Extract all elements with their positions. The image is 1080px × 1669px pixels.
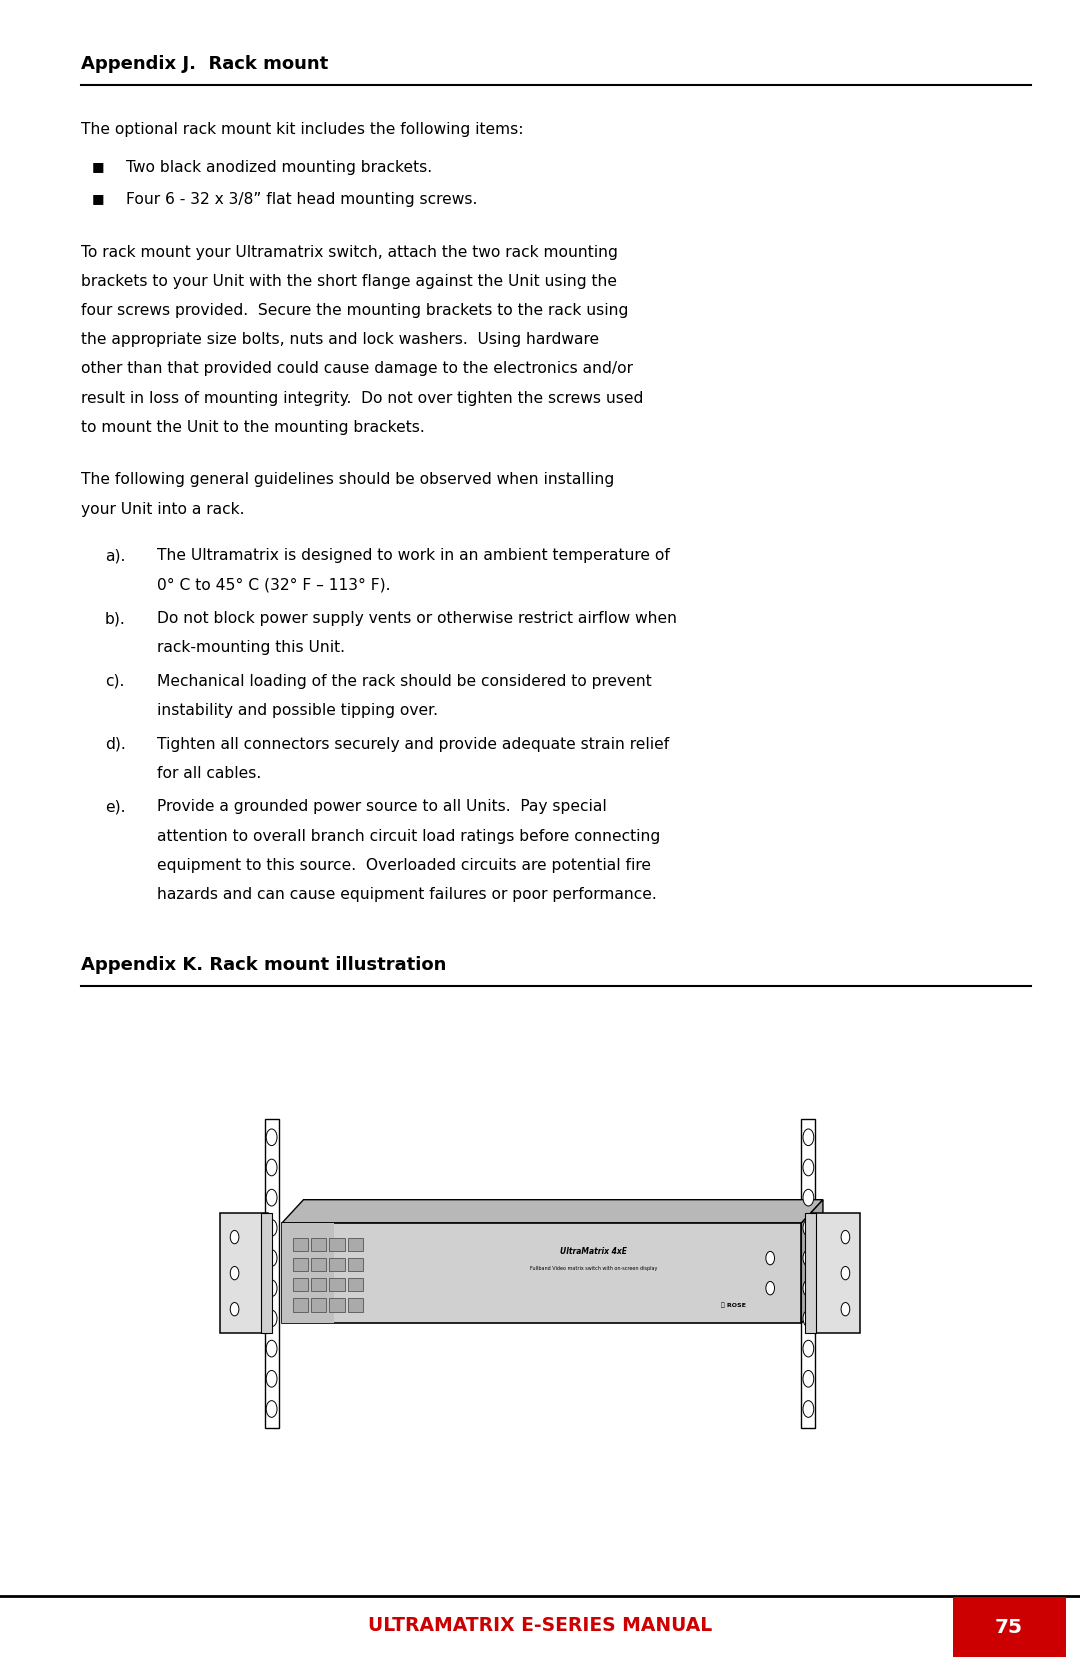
FancyBboxPatch shape	[293, 1238, 308, 1252]
Text: The following general guidelines should be observed when installing: The following general guidelines should …	[81, 472, 615, 487]
Circle shape	[802, 1160, 814, 1177]
Circle shape	[267, 1280, 276, 1297]
FancyBboxPatch shape	[311, 1298, 326, 1312]
Text: Two black anodized mounting brackets.: Two black anodized mounting brackets.	[126, 160, 432, 175]
Circle shape	[766, 1282, 774, 1295]
Text: UltraMatrix 4xE: UltraMatrix 4xE	[561, 1247, 627, 1255]
Polygon shape	[282, 1200, 823, 1223]
FancyBboxPatch shape	[261, 1213, 272, 1334]
Text: ■: ■	[92, 160, 105, 174]
Text: Provide a grounded power source to all Units.  Pay special: Provide a grounded power source to all U…	[157, 799, 606, 814]
Text: To rack mount your Ultramatrix switch, attach the two rack mounting: To rack mount your Ultramatrix switch, a…	[81, 245, 618, 259]
Circle shape	[267, 1190, 276, 1207]
Circle shape	[802, 1340, 814, 1357]
Circle shape	[766, 1252, 774, 1265]
Text: c).: c).	[105, 674, 124, 689]
FancyBboxPatch shape	[329, 1258, 345, 1272]
FancyBboxPatch shape	[293, 1278, 308, 1292]
Text: equipment to this source.  Overloaded circuits are potential fire: equipment to this source. Overloaded cir…	[157, 858, 650, 873]
Text: Four 6 - 32 x 3/8” flat head mounting screws.: Four 6 - 32 x 3/8” flat head mounting sc…	[126, 192, 477, 207]
Circle shape	[841, 1302, 850, 1315]
Text: rack-mounting this Unit.: rack-mounting this Unit.	[157, 641, 345, 656]
Text: 0° C to 45° C (32° F – 113° F).: 0° C to 45° C (32° F – 113° F).	[157, 577, 390, 592]
FancyBboxPatch shape	[282, 1223, 801, 1324]
FancyBboxPatch shape	[348, 1278, 363, 1292]
Circle shape	[841, 1230, 850, 1243]
FancyBboxPatch shape	[806, 1213, 816, 1334]
FancyBboxPatch shape	[348, 1258, 363, 1272]
Text: result in loss of mounting integrity.  Do not over tighten the screws used: result in loss of mounting integrity. Do…	[81, 391, 644, 406]
Circle shape	[802, 1190, 814, 1207]
FancyBboxPatch shape	[348, 1238, 363, 1252]
Text: ■: ■	[92, 192, 105, 205]
Circle shape	[802, 1220, 814, 1237]
Text: ULTRAMATRIX E-SERIES MANUAL: ULTRAMATRIX E-SERIES MANUAL	[368, 1616, 712, 1636]
FancyBboxPatch shape	[311, 1278, 326, 1292]
Circle shape	[267, 1160, 276, 1177]
Circle shape	[230, 1302, 239, 1315]
Text: a).: a).	[105, 547, 125, 562]
Circle shape	[267, 1400, 276, 1417]
FancyBboxPatch shape	[801, 1118, 815, 1427]
FancyBboxPatch shape	[329, 1298, 345, 1312]
Text: Do not block power supply vents or otherwise restrict airflow when: Do not block power supply vents or other…	[157, 611, 676, 626]
Text: for all cables.: for all cables.	[157, 766, 261, 781]
Circle shape	[267, 1370, 276, 1387]
Circle shape	[267, 1128, 276, 1145]
FancyBboxPatch shape	[293, 1298, 308, 1312]
Circle shape	[802, 1310, 814, 1327]
Text: brackets to your Unit with the short flange against the Unit using the: brackets to your Unit with the short fla…	[81, 274, 617, 289]
Circle shape	[230, 1267, 239, 1280]
Text: to mount the Unit to the mounting brackets.: to mount the Unit to the mounting bracke…	[81, 419, 424, 434]
Text: Appendix J.  Rack mount: Appendix J. Rack mount	[81, 55, 328, 73]
FancyBboxPatch shape	[220, 1213, 268, 1334]
Circle shape	[802, 1280, 814, 1297]
Circle shape	[802, 1370, 814, 1387]
FancyBboxPatch shape	[265, 1118, 279, 1427]
FancyBboxPatch shape	[311, 1258, 326, 1272]
Text: hazards and can cause equipment failures or poor performance.: hazards and can cause equipment failures…	[157, 886, 657, 901]
Text: Fullband Video matrix switch with on-screen display: Fullband Video matrix switch with on-scr…	[530, 1265, 658, 1270]
Text: attention to overall branch circuit load ratings before connecting: attention to overall branch circuit load…	[157, 828, 660, 843]
Circle shape	[841, 1267, 850, 1280]
Polygon shape	[801, 1200, 823, 1324]
Text: The Ultramatrix is designed to work in an ambient temperature of: The Ultramatrix is designed to work in a…	[157, 547, 670, 562]
Circle shape	[267, 1250, 276, 1267]
Text: d).: d).	[105, 736, 125, 751]
Circle shape	[267, 1310, 276, 1327]
Circle shape	[267, 1220, 276, 1237]
Text: Ⓡ ROSE: Ⓡ ROSE	[721, 1302, 746, 1308]
Text: Tighten all connectors securely and provide adequate strain relief: Tighten all connectors securely and prov…	[157, 736, 669, 751]
Circle shape	[802, 1400, 814, 1417]
Circle shape	[267, 1340, 276, 1357]
Circle shape	[230, 1230, 239, 1243]
Text: Appendix K. Rack mount illustration: Appendix K. Rack mount illustration	[81, 956, 446, 973]
Text: your Unit into a rack.: your Unit into a rack.	[81, 501, 244, 516]
FancyBboxPatch shape	[311, 1238, 326, 1252]
FancyBboxPatch shape	[953, 1597, 1066, 1657]
FancyBboxPatch shape	[329, 1278, 345, 1292]
Circle shape	[802, 1128, 814, 1145]
Circle shape	[802, 1250, 814, 1267]
Text: e).: e).	[105, 799, 125, 814]
Text: the appropriate size bolts, nuts and lock washers.  Using hardware: the appropriate size bolts, nuts and loc…	[81, 332, 599, 347]
Text: 75: 75	[995, 1617, 1023, 1637]
Text: Mechanical loading of the rack should be considered to prevent: Mechanical loading of the rack should be…	[157, 674, 651, 689]
Text: The optional rack mount kit includes the following items:: The optional rack mount kit includes the…	[81, 122, 524, 137]
Text: other than that provided could cause damage to the electronics and/or: other than that provided could cause dam…	[81, 361, 633, 376]
FancyBboxPatch shape	[812, 1213, 860, 1334]
FancyBboxPatch shape	[329, 1238, 345, 1252]
FancyBboxPatch shape	[282, 1223, 334, 1324]
Text: b).: b).	[105, 611, 125, 626]
Text: four screws provided.  Secure the mounting brackets to the rack using: four screws provided. Secure the mountin…	[81, 304, 629, 317]
FancyBboxPatch shape	[348, 1298, 363, 1312]
FancyBboxPatch shape	[293, 1258, 308, 1272]
Text: instability and possible tipping over.: instability and possible tipping over.	[157, 703, 437, 718]
